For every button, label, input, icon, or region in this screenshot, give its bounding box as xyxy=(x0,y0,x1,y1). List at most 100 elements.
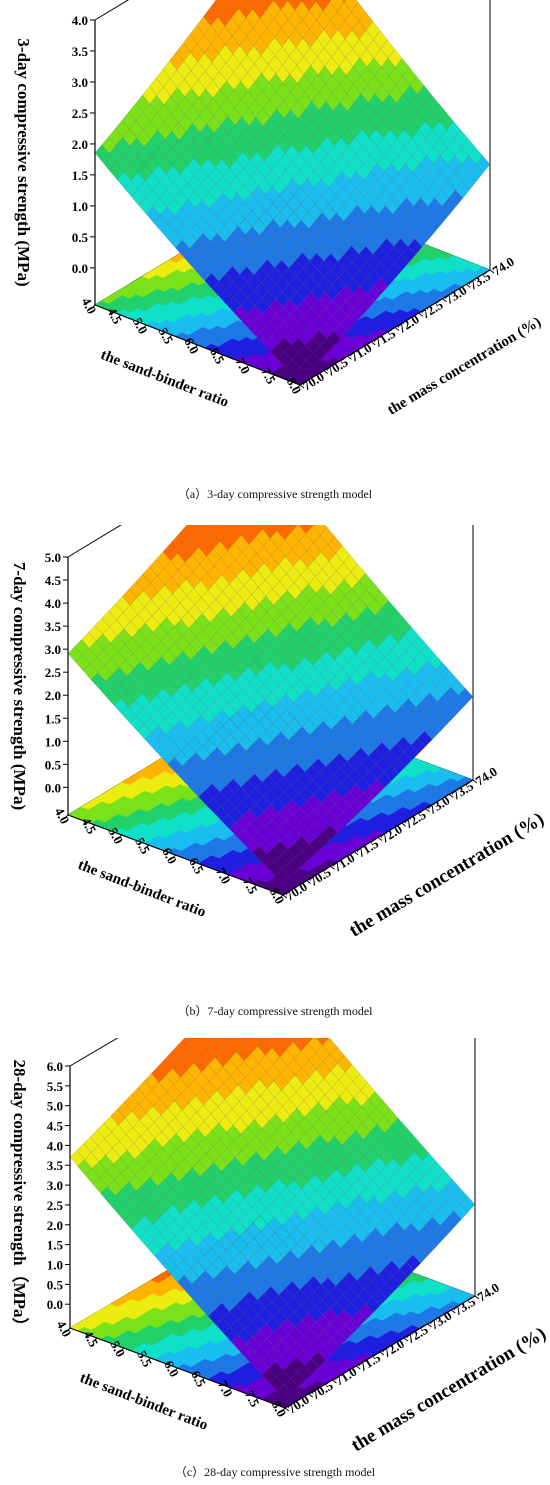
surface-cell xyxy=(441,197,457,215)
z-tick-label: 2.5 xyxy=(47,1198,64,1213)
y-tick-mark xyxy=(401,822,407,827)
surface-cell xyxy=(316,1038,329,1046)
z-tick-label: 3.5 xyxy=(45,619,62,634)
x-tick-label: 6.0 xyxy=(161,1358,182,1379)
x-tick-mark xyxy=(251,884,257,890)
z-tick-label: 0.5 xyxy=(47,1277,64,1292)
x-tick-label: 6.5 xyxy=(207,345,228,367)
x-tick-label: 4.5 xyxy=(104,305,125,327)
x-tick-mark xyxy=(253,1397,259,1403)
x-tick-label: 5.5 xyxy=(156,325,177,347)
z-tick-label: 2.5 xyxy=(45,665,62,680)
chart-28-day-surface: 0.00.51.01.52.02.53.03.54.04.55.05.56.04… xyxy=(10,1038,550,1456)
x-tick-mark xyxy=(218,354,224,360)
x-ticks: 4.0 4.5 5.0 5.5 6.0 6.5 7.0 7.5 8.0 xyxy=(79,295,305,396)
x-tick-label: 5.5 xyxy=(132,835,153,857)
chart-7-day-surface: 0.00.51.01.52.02.53.03.54.04.55.04.0 4.5 5… xyxy=(10,525,548,942)
surface-cell xyxy=(275,869,291,884)
y-tick-mark xyxy=(299,384,305,389)
chart-3-day-surface: 0.00.51.01.52.02.53.03.54.04.0 4.5 5.0 5.5 6… xyxy=(14,0,544,419)
x-tick-label: 5.5 xyxy=(134,1348,155,1370)
panel-7-day: 0.0 0.5 1.0 1.5 2.0 2.5 3.0 3.5 4.0 4.5 5.0 4.0 4.5 5… xyxy=(0,525,550,1025)
y-tick-mark xyxy=(450,1309,456,1314)
z-ticks: 0.00.51.01.52.02.53.03.54.04.55.0 xyxy=(45,550,68,795)
surface-cell xyxy=(349,799,365,815)
z-tick-label: 4.0 xyxy=(47,1138,63,1153)
x-axis-title: the sand-binder ratio xyxy=(76,857,208,921)
surface-cell xyxy=(399,1261,415,1278)
x-tick-mark xyxy=(144,844,149,850)
x-tick-label: 5.0 xyxy=(105,825,126,846)
y-tick-mark xyxy=(308,1393,314,1398)
x-tick-mark xyxy=(90,304,96,310)
surface-cell xyxy=(392,1268,408,1285)
z-tick-label: 3.5 xyxy=(72,44,89,59)
x-tick-label: 7.0 xyxy=(213,865,234,886)
caption-7-day: （b）7-day compressive strength model xyxy=(177,1004,373,1018)
surface-cell xyxy=(297,1365,313,1381)
surface-cell xyxy=(446,1210,462,1228)
z-tick-label: 4.0 xyxy=(72,13,88,28)
surface-cell xyxy=(289,1038,298,1043)
x-tick-mark xyxy=(117,834,123,840)
panel-28-day: 0.0 0.5 1.0 1.5 2.0 2.5 3.0 3.5 4.0 4.5 5.0 5.5 6.0 4… xyxy=(0,1038,550,1485)
z-tick-label: 2.0 xyxy=(72,137,88,152)
x-tick-mark xyxy=(141,324,147,330)
surface-cell xyxy=(439,1218,455,1235)
x-tick-mark xyxy=(244,364,250,370)
x-tick-mark xyxy=(295,384,301,390)
x-tick-mark xyxy=(224,874,230,880)
surface-cell xyxy=(451,695,467,712)
z-tick-label: 3.5 xyxy=(47,1158,64,1173)
x-tick-label: 8.0 xyxy=(269,1398,290,1419)
surface-cell xyxy=(453,1203,469,1220)
x-axis-title: the sand-binder ratio xyxy=(78,1370,210,1434)
surface-cell xyxy=(403,744,419,761)
panel-3-day: 0.0 0.5 1.0 1.5 2.0 2.5 3.0 3.5 4.0 4.0 4.5 5.0 5.5 6… xyxy=(0,0,550,510)
z-tick-label: 5.0 xyxy=(45,550,61,565)
x-tick-mark xyxy=(171,854,176,860)
surface-cell xyxy=(344,1317,360,1334)
y-tick-mark xyxy=(330,865,335,870)
surface-cell xyxy=(308,837,324,853)
surface-cell xyxy=(314,0,318,2)
z-tick-label: 5.5 xyxy=(47,1079,64,1094)
x-tick-label: 4.0 xyxy=(52,805,73,826)
x-tick-label: 5.0 xyxy=(130,315,151,336)
y-tick-label: 74.0 xyxy=(475,1280,502,1305)
surface-cell xyxy=(277,1384,293,1401)
y-tick-mark xyxy=(282,894,288,899)
surface-cell xyxy=(342,805,358,821)
x-tick-label: 8.0 xyxy=(284,375,305,396)
surface-cell xyxy=(285,525,298,533)
x-tick-label: 4.0 xyxy=(54,1318,75,1339)
z-tick-label: 0.0 xyxy=(45,780,61,795)
y-tick-mark xyxy=(427,1323,432,1328)
x-tick-mark xyxy=(63,814,69,820)
y-tick-mark xyxy=(442,298,447,303)
surface-cell xyxy=(339,315,355,332)
response-surface xyxy=(94,0,491,382)
surface-cell xyxy=(421,222,436,240)
surface-cell xyxy=(245,525,251,528)
y-tick-mark xyxy=(332,1379,337,1384)
x-ticks: 4.0 4.5 5.0 5.5 6.0 6.5 7.0 7.5 8.0 xyxy=(54,1318,290,1419)
z-tick-label: 3.0 xyxy=(47,1178,63,1193)
z-tick-label: 2.0 xyxy=(45,688,61,703)
surface-cell xyxy=(397,751,413,768)
surface-cell xyxy=(328,0,332,3)
x-tick-label: 4.0 xyxy=(79,295,100,316)
y-tick-mark xyxy=(474,1295,480,1300)
x-tick-mark xyxy=(280,1407,286,1413)
z-tick-label: 1.5 xyxy=(45,711,62,726)
z-tick-label: 0.0 xyxy=(72,261,88,276)
x-tick-label: 4.5 xyxy=(81,1328,102,1350)
surface-cell xyxy=(310,1351,326,1368)
surface-cell xyxy=(434,205,450,224)
surface-cell xyxy=(263,1038,266,1040)
surface-cell xyxy=(373,277,389,295)
x-tick-label: 7.0 xyxy=(232,355,253,376)
surface-cell xyxy=(401,246,416,264)
x-tick-mark xyxy=(146,1357,151,1363)
surface-cell xyxy=(326,330,341,347)
